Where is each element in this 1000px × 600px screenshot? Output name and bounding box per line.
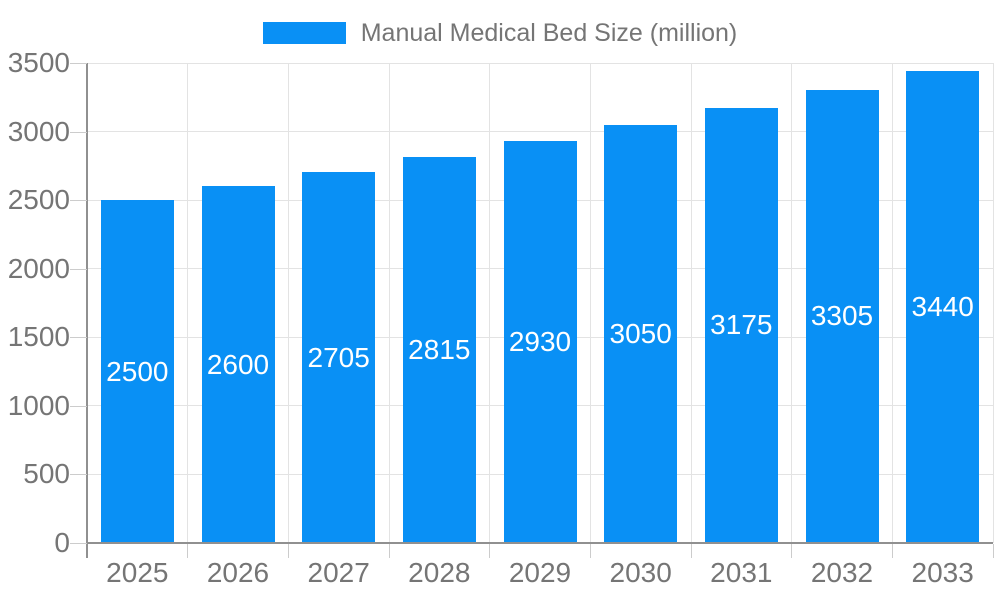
x-tick-mark xyxy=(489,544,491,558)
bar-value-label: 2705 xyxy=(307,341,370,373)
bar: 2930 xyxy=(503,141,577,543)
bar-value-label: 3050 xyxy=(609,317,672,349)
bar: 3440 xyxy=(906,71,980,543)
y-tick-label: 3500 xyxy=(7,47,70,78)
x-tick-mark xyxy=(287,544,289,558)
x-tick-label: 2025 xyxy=(106,557,169,588)
bar: 2600 xyxy=(201,186,275,543)
y-tick-label: 0 xyxy=(54,527,70,558)
x-tick-label: 2030 xyxy=(609,557,672,588)
x-axis-line xyxy=(87,542,993,544)
x-tick-mark xyxy=(589,544,591,558)
x-tick-mark xyxy=(891,544,893,558)
y-tick-mark xyxy=(70,200,87,202)
v-gridline xyxy=(589,63,591,543)
v-gridline xyxy=(489,63,491,543)
legend: Manual Medical Bed Size (million) xyxy=(0,20,1000,46)
x-tick-label: 2026 xyxy=(206,557,270,588)
bar-value-label: 2600 xyxy=(206,348,270,380)
y-tick-mark xyxy=(70,63,87,64)
v-gridline xyxy=(690,63,692,543)
y-tick-label: 3000 xyxy=(7,115,70,147)
y-tick-mark xyxy=(70,268,87,270)
x-tick-mark xyxy=(187,544,189,558)
y-axis-line xyxy=(86,63,88,558)
y-tick-mark xyxy=(70,543,87,544)
x-tick-mark xyxy=(388,544,390,558)
y-tick-label: 1000 xyxy=(7,389,70,421)
h-gridline xyxy=(87,62,993,64)
y-tick-label: 2500 xyxy=(7,184,70,216)
v-gridline xyxy=(187,63,189,543)
x-tick-label: 2028 xyxy=(408,557,471,588)
bar-value-label: 2930 xyxy=(508,326,572,358)
h-gridline xyxy=(87,131,993,133)
x-tick-mark xyxy=(992,544,994,558)
bar-value-label: 3440 xyxy=(911,291,974,323)
legend-swatch xyxy=(262,22,346,44)
x-tick-mark xyxy=(690,544,692,558)
bar: 3305 xyxy=(805,89,879,543)
bar: 3175 xyxy=(704,107,778,543)
x-tick-label: 2031 xyxy=(710,557,773,588)
x-tick-label: 2029 xyxy=(508,557,572,588)
v-gridline xyxy=(287,63,289,543)
v-gridline xyxy=(992,63,994,543)
x-tick-label: 2027 xyxy=(307,557,370,588)
bar-value-label: 2500 xyxy=(106,355,169,387)
y-tick-mark xyxy=(70,474,87,476)
x-tick-label: 2033 xyxy=(911,557,974,588)
bar: 2815 xyxy=(402,156,476,543)
bar: 3050 xyxy=(604,124,678,543)
bar-value-label: 3305 xyxy=(810,300,874,332)
y-tick-label: 1500 xyxy=(7,321,70,353)
y-tick-mark xyxy=(70,337,87,339)
bar-value-label: 2815 xyxy=(408,333,471,365)
x-tick-label: 2032 xyxy=(810,557,874,588)
y-tick-mark xyxy=(70,131,87,133)
v-gridline xyxy=(791,63,793,543)
v-gridline xyxy=(891,63,893,543)
bar: 2500 xyxy=(100,200,174,543)
bar: 2705 xyxy=(302,172,376,543)
y-tick-mark xyxy=(70,405,87,407)
y-tick-label: 2000 xyxy=(7,252,70,284)
y-tick-label: 500 xyxy=(23,458,70,490)
plot-area: 2500 2600 2705 2815 2930 3050 3175 3305 3440 xyxy=(87,62,994,543)
bar-value-label: 3175 xyxy=(710,309,773,341)
x-tick-mark xyxy=(791,544,793,558)
v-gridline xyxy=(388,63,390,543)
legend-label: Manual Medical Bed Size (million) xyxy=(360,19,738,47)
